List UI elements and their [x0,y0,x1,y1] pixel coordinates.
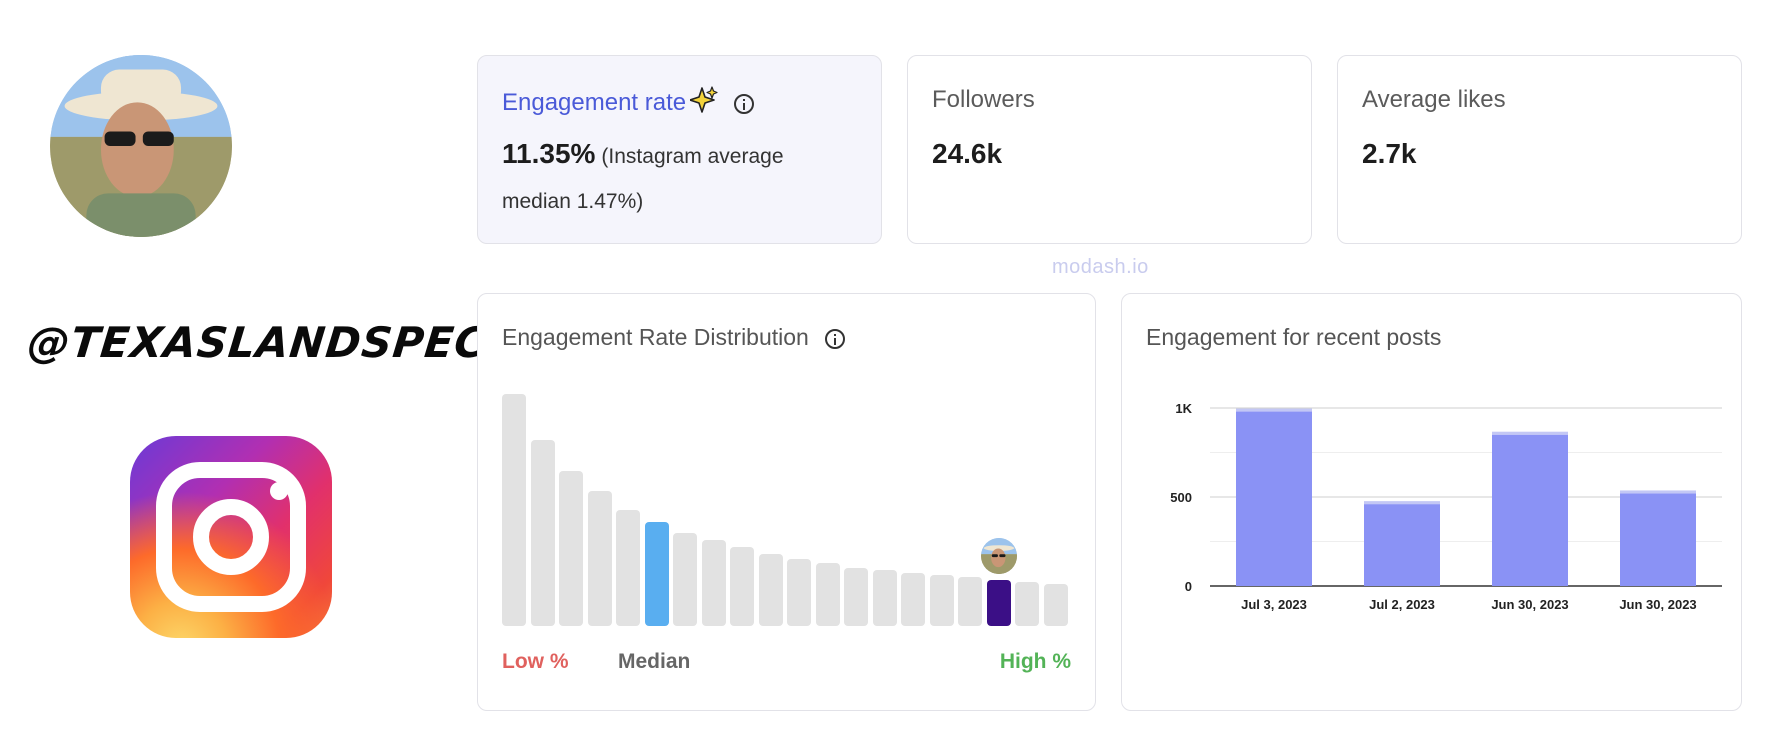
distribution-bar [559,471,583,626]
high-percent-label: High % [999,650,1071,673]
post-engagement-bar[interactable] [1620,493,1696,586]
y-tick-label: 500 [1170,490,1192,505]
distribution-bar [530,440,555,626]
engagement-rate-card: Engagement rate 11.35% (Instagram average… [477,55,882,244]
median-label: Median [618,650,691,673]
x-tick-label: Jun 30, 2023 [1619,597,1696,612]
followers-card: Followers 24.6k [907,55,1312,244]
y-tick-label: 1K [1175,401,1192,416]
sparkle-icon [689,86,718,121]
distribution-bar [1015,582,1039,626]
profile-handle: @TEXASLANDSPECIALIST [25,318,645,367]
instagram-logo-icon [130,436,332,638]
average-likes-card: Average likes 2.7k [1337,55,1742,244]
profile-position-avatar [980,538,1017,574]
distribution-bar [787,559,811,626]
post-engagement-bar[interactable] [1236,411,1312,586]
recent-posts-title: Engagement for recent posts [1146,324,1442,350]
distribution-title-row: Engagement Rate Distribution [502,324,845,351]
x-tick-label: Jul 2, 2023 [1369,597,1435,612]
engagement-distribution-panel: Engagement Rate Distribution Low % Media… [477,293,1096,711]
x-tick-label: Jul 3, 2023 [1241,597,1307,612]
low-percent-label: Low % [502,650,569,673]
distribution-bar [1043,584,1068,626]
bar-cap [1236,408,1312,412]
distribution-info-icon[interactable] [824,328,845,349]
profile-photo-icon [50,55,232,237]
distribution-bar [815,563,840,626]
recent-posts-chart: 0 500 1K Jul 3, 2023 Jul 2, 2023 Jun 30, 2023… [1170,401,1722,612]
distribution-bar [616,510,640,626]
post-engagement-bar[interactable] [1364,504,1440,586]
bar-cap [1364,501,1440,505]
distribution-title: Engagement Rate Distribution [502,324,809,350]
distribution-bar [587,491,612,626]
engagement-rate-note: (Instagram average [601,145,784,168]
distribution-bar-profile [986,580,1011,626]
distribution-bar [730,547,754,626]
followers-value: 24.6k [932,138,1003,169]
average-likes-label: Average likes [1362,86,1506,113]
distribution-bar [673,533,697,626]
followers-label: Followers [932,86,1035,113]
engagement-rate-value-row: 11.35% (Instagram average [502,138,784,170]
x-tick-label: Jun 30, 2023 [1491,597,1568,612]
engagement-rate-median-note: median 1.47%) [502,190,644,213]
distribution-bars [502,394,1072,626]
distribution-bar [502,394,526,626]
engagement-rate-label-row: Engagement rate [502,86,755,121]
average-likes-value: 2.7k [1362,138,1417,169]
engagement-rate-value: 11.35% [502,138,596,169]
distribution-bar [844,568,868,626]
bar-cap [1620,490,1696,494]
distribution-bar [872,570,897,626]
watermark: modash.io [1052,256,1149,278]
info-icon[interactable] [734,93,755,114]
distribution-bar [758,554,783,626]
recent-posts-panel: Engagement for recent posts 0 500 1K Jul 3,… [1121,293,1742,711]
bar-cap [1492,431,1568,435]
y-tick-label: 0 [1185,579,1192,594]
profile-avatar [50,55,232,237]
engagement-rate-label: Engagement rate [502,88,687,116]
distribution-bar [929,575,954,626]
post-engagement-bar[interactable] [1492,434,1568,586]
distribution-bar [958,577,982,626]
distribution-bar [901,573,925,626]
distribution-bar-median [644,522,669,626]
distribution-bar [701,540,726,626]
